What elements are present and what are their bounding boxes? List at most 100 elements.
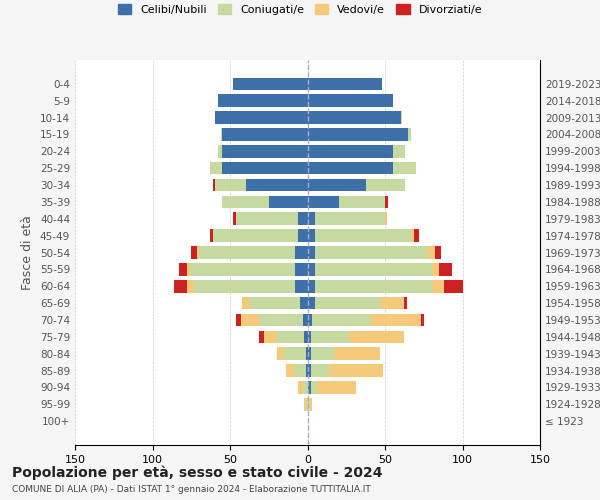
- Bar: [308, 348, 311, 360]
- Bar: [412, 230, 415, 242]
- Bar: [242, 297, 250, 310]
- Bar: [218, 94, 308, 107]
- Bar: [306, 348, 308, 360]
- Bar: [199, 246, 295, 259]
- Bar: [259, 330, 264, 343]
- Bar: [236, 314, 241, 326]
- Bar: [306, 398, 308, 410]
- Bar: [277, 330, 304, 343]
- Bar: [385, 212, 386, 225]
- Bar: [298, 381, 303, 394]
- Bar: [197, 246, 199, 259]
- Bar: [308, 162, 393, 174]
- Bar: [215, 111, 308, 124]
- Bar: [298, 212, 308, 225]
- Bar: [315, 246, 427, 259]
- Bar: [210, 230, 213, 242]
- Bar: [284, 348, 306, 360]
- Bar: [315, 297, 380, 310]
- Bar: [311, 364, 329, 377]
- Bar: [334, 348, 380, 360]
- Bar: [393, 162, 416, 174]
- Bar: [277, 348, 284, 360]
- Bar: [233, 212, 236, 225]
- Bar: [218, 145, 222, 158]
- Bar: [194, 280, 295, 292]
- Bar: [315, 212, 385, 225]
- Bar: [298, 230, 308, 242]
- Bar: [308, 145, 393, 158]
- Bar: [311, 381, 317, 394]
- Bar: [308, 297, 315, 310]
- Bar: [439, 263, 452, 276]
- Bar: [317, 381, 356, 394]
- Bar: [308, 364, 311, 377]
- Bar: [308, 111, 401, 124]
- Bar: [308, 78, 382, 90]
- Bar: [295, 246, 308, 259]
- Bar: [245, 178, 308, 192]
- Bar: [286, 364, 293, 377]
- Bar: [371, 314, 421, 326]
- Bar: [385, 196, 388, 208]
- Bar: [174, 280, 187, 292]
- Legend: Celibi/Nubili, Coniugati/e, Vedovi/e, Divorziati/e: Celibi/Nubili, Coniugati/e, Vedovi/e, Di…: [113, 0, 487, 20]
- Bar: [191, 246, 197, 259]
- Bar: [315, 230, 412, 242]
- Bar: [300, 297, 308, 310]
- Bar: [308, 128, 408, 141]
- Bar: [241, 314, 259, 326]
- Bar: [308, 94, 393, 107]
- Bar: [250, 297, 300, 310]
- Bar: [221, 128, 222, 141]
- Bar: [308, 280, 315, 292]
- Bar: [315, 280, 431, 292]
- Y-axis label: Fasce di età: Fasce di età: [22, 215, 34, 290]
- Bar: [431, 280, 444, 292]
- Bar: [308, 330, 311, 343]
- Bar: [444, 280, 463, 292]
- Bar: [222, 196, 269, 208]
- Bar: [308, 381, 311, 394]
- Text: Popolazione per età, sesso e stato civile - 2024: Popolazione per età, sesso e stato civil…: [12, 465, 383, 479]
- Bar: [304, 398, 306, 410]
- Bar: [187, 280, 194, 292]
- Bar: [308, 196, 338, 208]
- Bar: [269, 196, 308, 208]
- Bar: [308, 212, 315, 225]
- Bar: [306, 364, 308, 377]
- Bar: [236, 212, 298, 225]
- Bar: [213, 230, 298, 242]
- Bar: [338, 196, 385, 208]
- Bar: [304, 330, 308, 343]
- Bar: [303, 314, 308, 326]
- Bar: [367, 178, 405, 192]
- Bar: [295, 280, 308, 292]
- Bar: [311, 330, 349, 343]
- Bar: [434, 246, 441, 259]
- Bar: [303, 381, 308, 394]
- Bar: [210, 162, 222, 174]
- Bar: [264, 330, 277, 343]
- Bar: [401, 111, 402, 124]
- Bar: [308, 398, 309, 410]
- Bar: [421, 314, 424, 326]
- Bar: [349, 330, 404, 343]
- Bar: [312, 314, 371, 326]
- Bar: [415, 230, 419, 242]
- Bar: [308, 263, 315, 276]
- Bar: [309, 398, 312, 410]
- Bar: [308, 230, 315, 242]
- Bar: [311, 348, 334, 360]
- Bar: [222, 128, 308, 141]
- Bar: [427, 246, 434, 259]
- Bar: [329, 364, 383, 377]
- Bar: [380, 297, 404, 310]
- Bar: [431, 263, 439, 276]
- Bar: [308, 178, 367, 192]
- Bar: [308, 314, 312, 326]
- Bar: [187, 263, 190, 276]
- Bar: [233, 78, 308, 90]
- Bar: [213, 178, 215, 192]
- Bar: [315, 263, 431, 276]
